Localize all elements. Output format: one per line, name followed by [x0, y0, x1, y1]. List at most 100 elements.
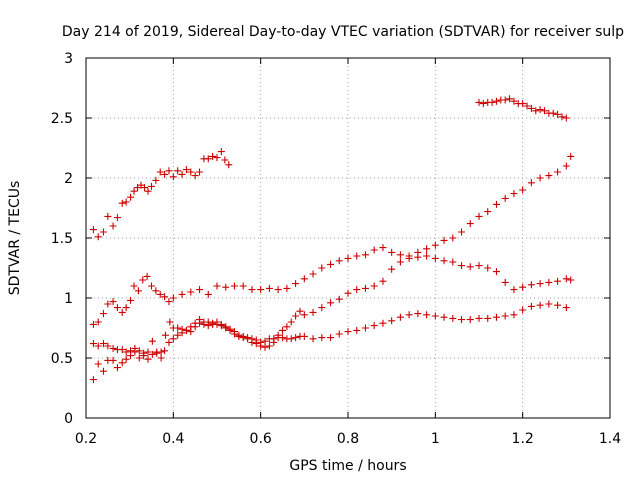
y-tick-label: 3 [64, 51, 73, 67]
data-point [388, 265, 396, 273]
data-point [118, 359, 126, 367]
data-point [109, 344, 117, 352]
data-point [562, 162, 570, 170]
data-point [344, 254, 352, 262]
data-point [414, 310, 422, 318]
data-point [484, 208, 492, 216]
data-point [292, 334, 300, 342]
data-point [396, 258, 404, 266]
data-point [156, 290, 164, 298]
y-tick-label: 0.5 [51, 351, 73, 367]
data-point [109, 356, 117, 364]
data-point [248, 286, 256, 294]
data-point [196, 286, 204, 294]
data-point [239, 282, 247, 290]
data-point [344, 328, 352, 336]
data-point [178, 170, 186, 178]
data-point [127, 193, 135, 201]
data-point [361, 251, 369, 259]
data-point [94, 318, 102, 326]
data-point [287, 318, 295, 326]
grid-lines [86, 58, 610, 418]
data-point [196, 168, 204, 176]
x-tick-label: 1.4 [599, 431, 621, 447]
data-point [370, 246, 378, 254]
data-point [536, 106, 544, 114]
data-point [388, 317, 396, 325]
data-point [353, 252, 361, 260]
y-tick-label: 1 [64, 291, 73, 307]
data-point [549, 109, 557, 117]
data-point [396, 313, 404, 321]
data-point [187, 288, 195, 296]
axis-ticks [85, 57, 611, 419]
data-point [335, 330, 343, 338]
data-point [265, 342, 273, 350]
data-point [94, 360, 102, 368]
data-point [300, 332, 308, 340]
data-point [536, 174, 544, 182]
data-point [309, 335, 317, 343]
data-point [148, 337, 156, 345]
data-point [161, 170, 169, 178]
data-point [261, 343, 269, 351]
x-tick-label: 1 [431, 431, 440, 447]
data-point [257, 286, 265, 294]
data-point [370, 322, 378, 330]
data-point [104, 300, 112, 308]
data-point [230, 328, 238, 336]
data-point [431, 312, 439, 320]
data-series [89, 152, 575, 384]
data-point [161, 293, 169, 301]
data-point [156, 168, 164, 176]
data-point [484, 264, 492, 272]
data-point [130, 282, 138, 290]
data-point [519, 306, 527, 314]
data-point [89, 376, 97, 384]
data-point [396, 251, 404, 259]
data-point [414, 248, 422, 256]
data-point [292, 280, 300, 288]
data-point [217, 320, 225, 328]
data-point [388, 248, 396, 256]
x-tick-label: 0.8 [337, 431, 359, 447]
data-point [113, 364, 121, 372]
data-point [554, 301, 562, 309]
data-point [527, 104, 535, 112]
data-point [523, 102, 531, 110]
data-point [283, 284, 291, 292]
data-point [475, 314, 483, 322]
data-point [492, 200, 500, 208]
data-point [89, 340, 97, 348]
data-point [475, 98, 483, 106]
data-point [327, 260, 335, 268]
data-point [532, 107, 540, 115]
data-point [458, 262, 466, 270]
data-point [423, 245, 431, 253]
data-point [318, 264, 326, 272]
data-point [166, 318, 174, 326]
data-point [327, 334, 335, 342]
data-point [510, 311, 518, 319]
data-point [94, 342, 102, 350]
data-point [174, 167, 182, 175]
data-point [554, 277, 562, 285]
y-tick-label: 2.5 [51, 111, 73, 127]
data-point [545, 172, 553, 180]
data-point [466, 316, 474, 324]
chart-title: Day 214 of 2019, Sidereal Day-to-day VTE… [62, 24, 624, 40]
data-point [545, 278, 553, 286]
data-point [423, 311, 431, 319]
data-point [440, 313, 448, 321]
data-point [379, 277, 387, 285]
data-point [431, 254, 439, 262]
data-point [501, 278, 509, 286]
data-point [265, 284, 273, 292]
x-tick-label: 1.2 [512, 431, 534, 447]
data-points [89, 95, 575, 384]
data-point [279, 334, 286, 342]
y-axis-label: SDTVAR / TECUs [7, 181, 23, 296]
data-point [492, 268, 500, 276]
data-point [196, 319, 204, 327]
